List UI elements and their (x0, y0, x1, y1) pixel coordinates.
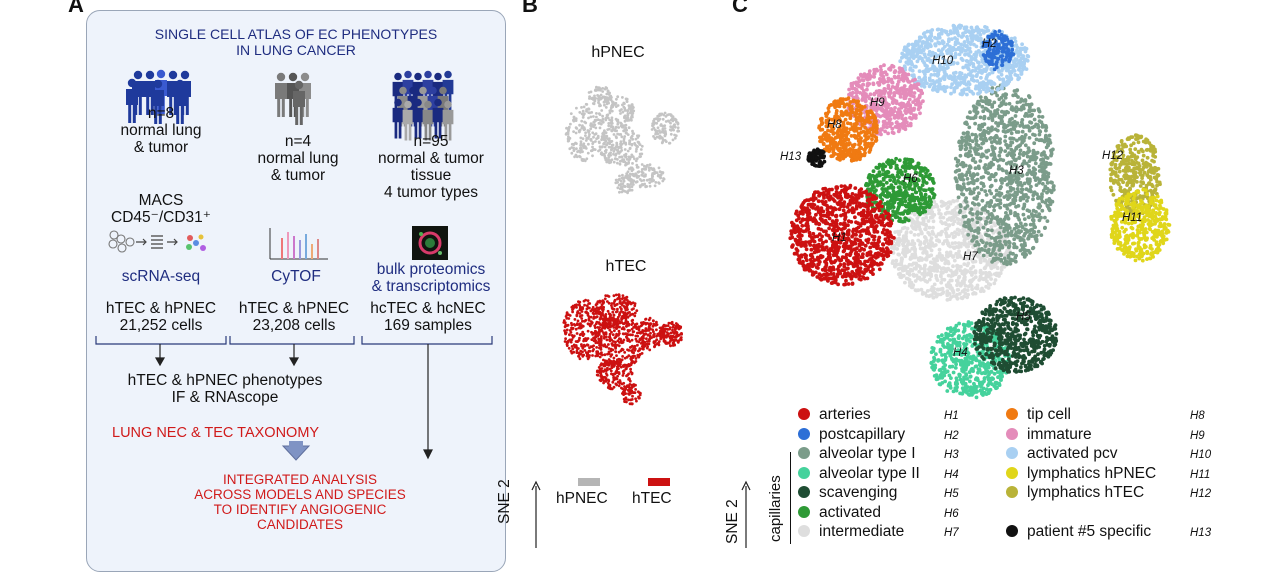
legend-code: H3 (944, 445, 959, 465)
legend-code: H13 (1190, 523, 1211, 543)
legend-dot-icon (798, 428, 810, 440)
legend-code: H9 (1190, 426, 1205, 446)
legend-hpnec-label: hPNEC (556, 490, 608, 508)
panel-b-bottom-title: hTEC (576, 258, 676, 276)
flow-brackets (0, 0, 520, 544)
legend-code: H10 (1190, 445, 1211, 465)
capillaries-bracket (790, 452, 791, 544)
legend-dot-icon (798, 486, 810, 498)
legend-label: postcapillary (819, 426, 905, 443)
legend-code: H6 (944, 504, 959, 524)
legend-code: H5 (944, 484, 959, 504)
legend-code: H8 (1190, 406, 1205, 426)
phenotypes-line2: IF & RNAscope (110, 389, 340, 406)
panel-b-label: B (522, 0, 538, 18)
legend-label: lymphatics hPNEC (1027, 465, 1156, 482)
legend-dot-icon (1006, 486, 1018, 498)
legend-label: activated (819, 504, 881, 521)
legend-label: arteries (819, 406, 871, 423)
legend-dot-icon (1006, 447, 1018, 459)
legend-label: alveolar type II (819, 465, 920, 482)
integrated-line1: INTEGRATED ANALYSIS (170, 472, 430, 487)
legend-label: activated pcv (1027, 445, 1117, 462)
hpnec-tsne-plot (555, 74, 695, 204)
legend-code: H4 (944, 465, 959, 485)
legend-dot-icon (1006, 467, 1018, 479)
taxonomy-text: LUNG NEC & TEC TAXONOMY (112, 425, 352, 441)
panel-b-axis-label: SNE 2 (496, 479, 514, 524)
phenotypes-line1: hTEC & hPNEC phenotypes (110, 372, 340, 389)
legend-dot-icon (798, 467, 810, 479)
legend-htec-swatch (648, 478, 670, 486)
panel-b-axis-arrow (526, 478, 546, 548)
legend-dot-icon (798, 525, 810, 537)
panel-b-top-title: hPNEC (568, 44, 668, 62)
integrated-line2: ACROSS MODELS AND SPECIES (170, 487, 430, 502)
legend-label: lymphatics hTEC (1027, 484, 1144, 501)
legend-label: scavenging (819, 484, 897, 501)
legend-dot-icon (1006, 428, 1018, 440)
legend-code: H2 (944, 426, 959, 446)
legend-dot-icon (798, 447, 810, 459)
legend-dot-icon (1006, 408, 1018, 420)
legend-label: tip cell (1027, 406, 1071, 423)
legend-code: H7 (944, 523, 959, 543)
integrated-analysis-text: INTEGRATED ANALYSIS ACROSS MODELS AND SP… (170, 472, 430, 532)
legend-code: H1 (944, 406, 959, 426)
legend-label: immature (1027, 426, 1092, 443)
legend-dot-icon (1006, 525, 1018, 537)
legend-label: intermediate (819, 523, 904, 540)
legend-hpnec-swatch (578, 478, 600, 486)
htec-tsne-plot (555, 282, 700, 422)
legend-code: H12 (1190, 484, 1211, 504)
legend-dot-icon (798, 408, 810, 420)
legend-dot-icon (798, 506, 810, 518)
integrated-line3: TO IDENTIFY ANGIOGENIC CANDIDATES (170, 502, 430, 532)
legend-label: patient #5 specific (1027, 523, 1151, 540)
capillaries-label: capillaries (767, 475, 784, 542)
panel-c-label: C (732, 0, 748, 18)
phenotypes-text: hTEC & hPNEC phenotypes IF & RNAscope (110, 372, 340, 406)
legend-htec-label: hTEC (632, 490, 672, 508)
panel-c-axis-label: SNE 2 (724, 499, 742, 544)
legend-code: H11 (1190, 465, 1210, 485)
legend-label: alveolar type I (819, 445, 916, 462)
